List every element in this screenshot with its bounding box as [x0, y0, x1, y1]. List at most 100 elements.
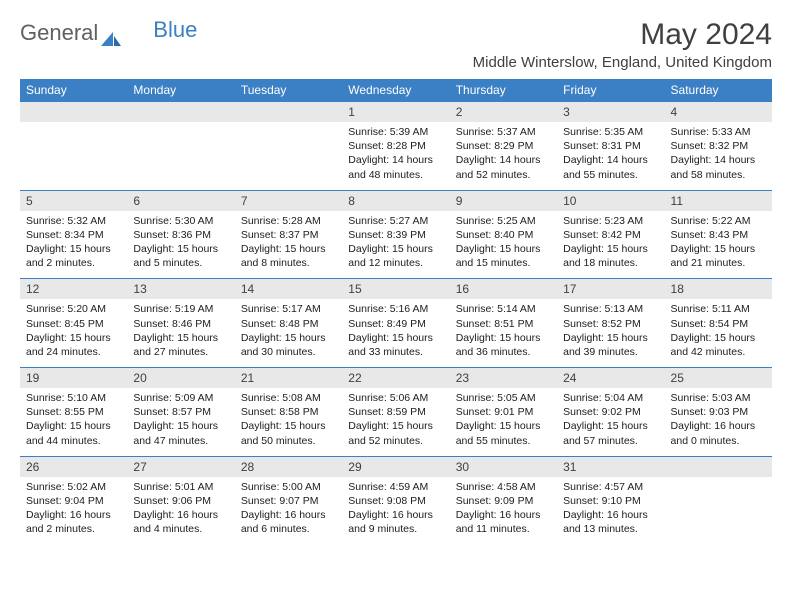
day-body: Sunrise: 4:58 AMSunset: 9:09 PMDaylight:… — [450, 477, 557, 545]
daylight-line: Daylight: 15 hours and 18 minutes. — [563, 242, 658, 270]
day-number-empty — [665, 457, 772, 477]
sunset-line: Sunset: 9:09 PM — [456, 494, 551, 508]
day-body-empty — [127, 122, 234, 180]
day-number: 15 — [342, 279, 449, 299]
logo: General Blue — [20, 18, 197, 46]
calendar-cell: 6Sunrise: 5:30 AMSunset: 8:36 PMDaylight… — [127, 190, 234, 279]
daylight-line: Daylight: 14 hours and 55 minutes. — [563, 153, 658, 181]
sunset-line: Sunset: 8:57 PM — [133, 405, 228, 419]
sunrise-line: Sunrise: 5:10 AM — [26, 391, 121, 405]
day-number-empty — [235, 102, 342, 122]
daylight-line: Daylight: 14 hours and 52 minutes. — [456, 153, 551, 181]
day-body: Sunrise: 5:33 AMSunset: 8:32 PMDaylight:… — [665, 122, 772, 190]
calendar-cell: 10Sunrise: 5:23 AMSunset: 8:42 PMDayligh… — [557, 190, 664, 279]
daylight-line: Daylight: 15 hours and 42 minutes. — [671, 331, 766, 359]
sunset-line: Sunset: 9:08 PM — [348, 494, 443, 508]
sunset-line: Sunset: 8:36 PM — [133, 228, 228, 242]
sunset-line: Sunset: 8:29 PM — [456, 139, 551, 153]
day-body: Sunrise: 5:06 AMSunset: 8:59 PMDaylight:… — [342, 388, 449, 456]
day-number: 27 — [127, 457, 234, 477]
day-header-monday: Monday — [127, 79, 234, 102]
day-body: Sunrise: 5:32 AMSunset: 8:34 PMDaylight:… — [20, 211, 127, 279]
calendar-cell: 28Sunrise: 5:00 AMSunset: 9:07 PMDayligh… — [235, 456, 342, 544]
calendar-cell: 16Sunrise: 5:14 AMSunset: 8:51 PMDayligh… — [450, 279, 557, 368]
day-body: Sunrise: 5:37 AMSunset: 8:29 PMDaylight:… — [450, 122, 557, 190]
sunset-line: Sunset: 8:55 PM — [26, 405, 121, 419]
daylight-line: Daylight: 16 hours and 2 minutes. — [26, 508, 121, 536]
sunrise-line: Sunrise: 5:37 AM — [456, 125, 551, 139]
day-number: 1 — [342, 102, 449, 122]
sunrise-line: Sunrise: 4:59 AM — [348, 480, 443, 494]
sunset-line: Sunset: 8:37 PM — [241, 228, 336, 242]
daylight-line: Daylight: 15 hours and 15 minutes. — [456, 242, 551, 270]
sunrise-line: Sunrise: 5:04 AM — [563, 391, 658, 405]
day-header-sunday: Sunday — [20, 79, 127, 102]
day-number: 10 — [557, 191, 664, 211]
sunset-line: Sunset: 8:58 PM — [241, 405, 336, 419]
day-number: 7 — [235, 191, 342, 211]
calendar-cell: 9Sunrise: 5:25 AMSunset: 8:40 PMDaylight… — [450, 190, 557, 279]
sunset-line: Sunset: 8:39 PM — [348, 228, 443, 242]
day-number: 26 — [20, 457, 127, 477]
sunset-line: Sunset: 8:49 PM — [348, 317, 443, 331]
day-body: Sunrise: 5:10 AMSunset: 8:55 PMDaylight:… — [20, 388, 127, 456]
daylight-line: Daylight: 15 hours and 44 minutes. — [26, 419, 121, 447]
day-number: 2 — [450, 102, 557, 122]
sunset-line: Sunset: 8:40 PM — [456, 228, 551, 242]
sunrise-line: Sunrise: 5:03 AM — [671, 391, 766, 405]
calendar-cell — [20, 102, 127, 191]
day-number: 14 — [235, 279, 342, 299]
daylight-line: Daylight: 15 hours and 52 minutes. — [348, 419, 443, 447]
calendar-table: SundayMondayTuesdayWednesdayThursdayFrid… — [20, 79, 772, 544]
day-body: Sunrise: 5:23 AMSunset: 8:42 PMDaylight:… — [557, 211, 664, 279]
sunrise-line: Sunrise: 5:17 AM — [241, 302, 336, 316]
calendar-cell — [235, 102, 342, 191]
sunset-line: Sunset: 8:45 PM — [26, 317, 121, 331]
calendar-body: 1Sunrise: 5:39 AMSunset: 8:28 PMDaylight… — [20, 102, 772, 545]
day-number: 30 — [450, 457, 557, 477]
day-body: Sunrise: 5:17 AMSunset: 8:48 PMDaylight:… — [235, 299, 342, 367]
day-number: 25 — [665, 368, 772, 388]
day-number: 16 — [450, 279, 557, 299]
day-body: Sunrise: 5:04 AMSunset: 9:02 PMDaylight:… — [557, 388, 664, 456]
day-header-tuesday: Tuesday — [235, 79, 342, 102]
calendar-cell: 20Sunrise: 5:09 AMSunset: 8:57 PMDayligh… — [127, 368, 234, 457]
sunrise-line: Sunrise: 5:13 AM — [563, 302, 658, 316]
calendar-cell: 2Sunrise: 5:37 AMSunset: 8:29 PMDaylight… — [450, 102, 557, 191]
daylight-line: Daylight: 15 hours and 50 minutes. — [241, 419, 336, 447]
sunrise-line: Sunrise: 5:22 AM — [671, 214, 766, 228]
daylight-line: Daylight: 15 hours and 8 minutes. — [241, 242, 336, 270]
daylight-line: Daylight: 15 hours and 21 minutes. — [671, 242, 766, 270]
calendar-cell: 15Sunrise: 5:16 AMSunset: 8:49 PMDayligh… — [342, 279, 449, 368]
daylight-line: Daylight: 16 hours and 13 minutes. — [563, 508, 658, 536]
calendar-cell: 21Sunrise: 5:08 AMSunset: 8:58 PMDayligh… — [235, 368, 342, 457]
calendar-cell: 19Sunrise: 5:10 AMSunset: 8:55 PMDayligh… — [20, 368, 127, 457]
day-body: Sunrise: 4:59 AMSunset: 9:08 PMDaylight:… — [342, 477, 449, 545]
day-body-empty — [20, 122, 127, 180]
calendar-cell: 29Sunrise: 4:59 AMSunset: 9:08 PMDayligh… — [342, 456, 449, 544]
calendar-cell: 22Sunrise: 5:06 AMSunset: 8:59 PMDayligh… — [342, 368, 449, 457]
daylight-line: Daylight: 15 hours and 55 minutes. — [456, 419, 551, 447]
sunrise-line: Sunrise: 5:19 AM — [133, 302, 228, 316]
sunset-line: Sunset: 8:46 PM — [133, 317, 228, 331]
sunset-line: Sunset: 8:54 PM — [671, 317, 766, 331]
day-number: 9 — [450, 191, 557, 211]
calendar-cell: 27Sunrise: 5:01 AMSunset: 9:06 PMDayligh… — [127, 456, 234, 544]
sunrise-line: Sunrise: 5:11 AM — [671, 302, 766, 316]
sunset-line: Sunset: 8:48 PM — [241, 317, 336, 331]
calendar-cell: 30Sunrise: 4:58 AMSunset: 9:09 PMDayligh… — [450, 456, 557, 544]
day-body: Sunrise: 5:08 AMSunset: 8:58 PMDaylight:… — [235, 388, 342, 456]
daylight-line: Daylight: 15 hours and 36 minutes. — [456, 331, 551, 359]
sunset-line: Sunset: 9:02 PM — [563, 405, 658, 419]
day-number: 21 — [235, 368, 342, 388]
day-body: Sunrise: 5:11 AMSunset: 8:54 PMDaylight:… — [665, 299, 772, 367]
calendar-cell: 23Sunrise: 5:05 AMSunset: 9:01 PMDayligh… — [450, 368, 557, 457]
sunset-line: Sunset: 8:32 PM — [671, 139, 766, 153]
daylight-line: Daylight: 15 hours and 33 minutes. — [348, 331, 443, 359]
sunset-line: Sunset: 8:52 PM — [563, 317, 658, 331]
day-body-empty — [665, 477, 772, 535]
calendar-cell: 13Sunrise: 5:19 AMSunset: 8:46 PMDayligh… — [127, 279, 234, 368]
logo-sail-icon — [101, 26, 121, 40]
calendar-cell: 17Sunrise: 5:13 AMSunset: 8:52 PMDayligh… — [557, 279, 664, 368]
week-row: 12Sunrise: 5:20 AMSunset: 8:45 PMDayligh… — [20, 279, 772, 368]
